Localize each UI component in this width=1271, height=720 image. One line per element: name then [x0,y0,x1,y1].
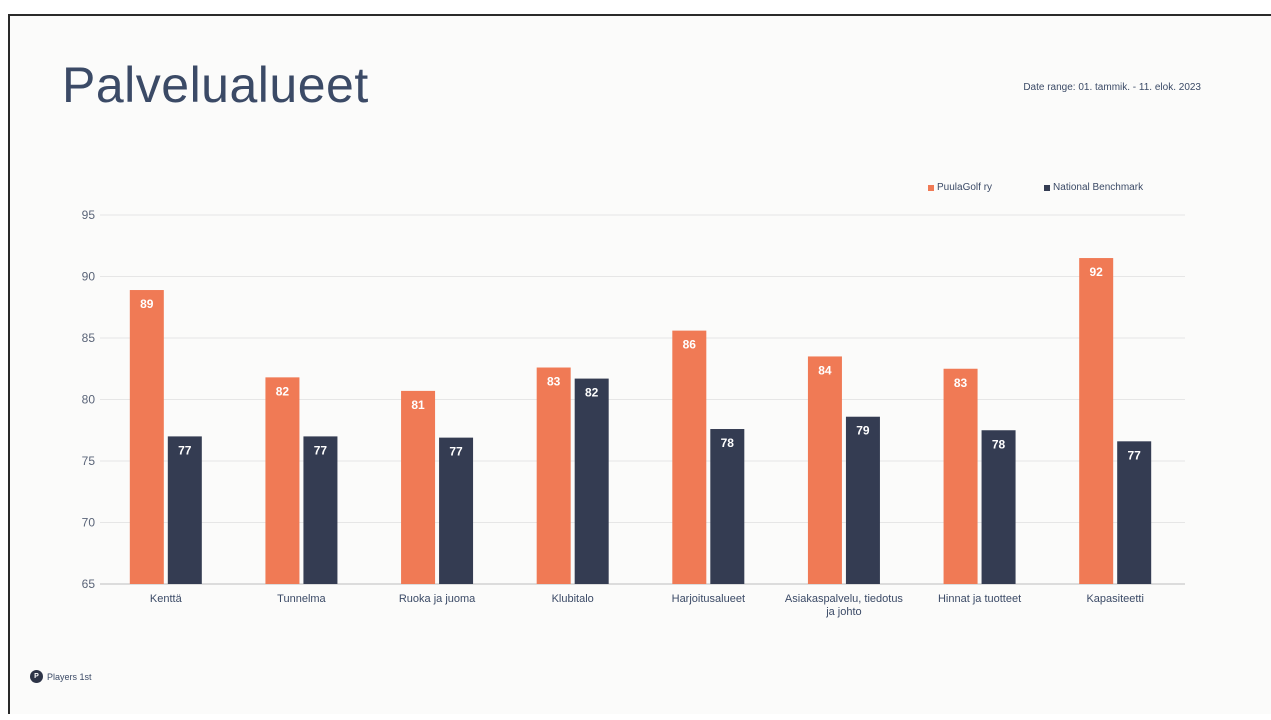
data-label: 92 [1090,265,1104,279]
bar-benchmark [303,436,338,584]
chart-legend: PuulaGolf ry National Benchmark [928,182,1143,193]
x-tick-label: Kenttä [150,593,183,605]
data-label: 77 [449,445,463,459]
data-label: 83 [954,376,968,390]
data-label: 84 [818,363,832,377]
date-range: Date range: 01. tammik. - 11. elok. 2023 [1023,82,1201,93]
data-label: 79 [856,424,870,438]
footer-brand: Players 1st [47,671,92,682]
data-label: 89 [140,297,154,311]
bar-club [401,390,436,584]
slide [8,14,1271,714]
y-tick-label: 95 [82,208,96,222]
x-tick-label: Asiakaspalvelu, tiedotus [785,593,904,605]
data-label: 78 [992,437,1006,451]
bar-benchmark [710,429,745,584]
legend-swatch-benchmark [1044,184,1051,191]
y-tick-label: 65 [82,577,96,591]
bar-club [943,368,978,584]
data-label: 82 [276,384,290,398]
x-tick-label: Ruoka ja juoma [399,593,476,605]
x-tick-label: Tunnelma [277,593,326,605]
legend-swatch-club [928,184,934,191]
players-first-logo-icon: P [30,670,43,683]
bar-benchmark [574,378,609,584]
data-label: 86 [683,338,697,352]
bar-club [1079,258,1114,584]
data-label: 77 [178,443,192,457]
bar-benchmark [845,416,880,584]
legend-item-club: PuulaGolf ry [928,182,992,193]
legend-item-benchmark: National Benchmark [1044,182,1143,193]
bar-benchmark [1117,441,1152,584]
bar-club [129,290,164,584]
x-tick-label: Harjoitusalueet [672,593,745,605]
y-tick-label: 90 [82,270,96,284]
bar-benchmark [167,436,202,584]
bar-benchmark [439,437,474,584]
bar-benchmark [981,430,1016,584]
bar-club [536,367,571,584]
footer-logo: P Players 1st [30,670,92,683]
bar-club [807,356,842,584]
legend-label-club: PuulaGolf ry [937,182,993,193]
y-tick-label: 80 [82,393,96,407]
x-tick-label: ja johto [825,606,861,618]
y-tick-label: 85 [82,331,96,345]
bar-club [265,377,300,584]
data-label: 81 [411,398,425,412]
data-label: 77 [1128,448,1142,462]
data-label: 83 [547,375,561,389]
data-label: 77 [314,443,328,457]
data-label: 82 [585,386,599,400]
x-tick-label: Klubitalo [552,593,594,605]
y-tick-label: 70 [82,516,96,530]
bar-club [672,330,707,584]
y-tick-label: 75 [82,454,96,468]
legend-label-benchmark: National Benchmark [1053,182,1144,193]
page-title: Palvelualueet [62,57,369,113]
data-label: 78 [721,436,735,450]
x-tick-label: Kapasiteetti [1086,593,1143,605]
x-tick-label: Hinnat ja tuotteet [938,593,1021,605]
